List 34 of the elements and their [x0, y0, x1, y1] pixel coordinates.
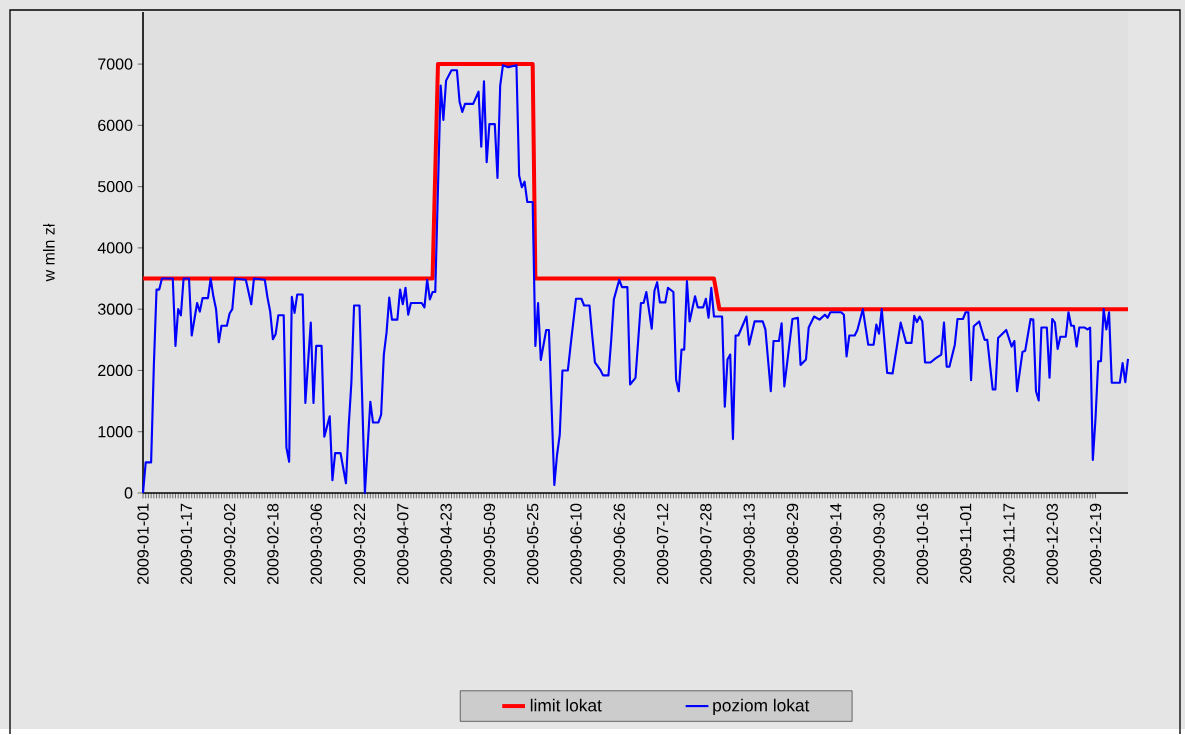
y-tick-label: 6000: [98, 119, 133, 132]
legend-label: poziom lokat: [713, 698, 810, 716]
x-tick-label: 2009-06-26: [613, 503, 625, 585]
x-tick-label: 2009-11-17: [1003, 504, 1015, 584]
y-tick-label: 3000: [97, 303, 133, 315]
x-tick-label: 2009-11-01: [959, 504, 972, 584]
x-tick-label: 2009-05-25: [527, 503, 539, 585]
y-tick-label: 2000: [98, 364, 133, 377]
x-tick-label: 2009-02-02: [223, 504, 236, 585]
x-tick-label: 2009-09-30: [873, 503, 885, 585]
y-tick-label: 7000: [98, 58, 133, 70]
x-tick-label: 2009-05-09: [483, 503, 496, 585]
y-tick-label: 0: [124, 487, 133, 499]
x-tick-label: 2009-01-17: [180, 504, 192, 585]
legend-label: limit lokat: [530, 698, 602, 712]
x-tick-label: 2009-09-14: [830, 503, 842, 585]
x-tick-label: 2009-08-13: [743, 503, 755, 585]
x-tick-label: 2009-01-01: [137, 504, 149, 585]
x-tick-label: 2009-02-18: [267, 503, 279, 585]
x-tick-label: 2009-03-06: [310, 503, 322, 585]
x-tick-label: 2009-06-10: [570, 503, 582, 585]
x-tick-label: 2009-08-29: [786, 503, 799, 585]
x-tick-label: 2009-10-16: [916, 503, 928, 585]
x-tick-label: 2009-12-03: [1046, 503, 1058, 585]
y-tick-label: 5000: [98, 181, 133, 193]
x-tick-label: 2009-03-22: [353, 504, 366, 585]
x-tick-label: 2009-12-19: [1089, 503, 1102, 585]
y-tick-label: 1000: [98, 426, 133, 438]
x-tick-label: 2009-07-12: [656, 504, 669, 585]
y-axis-title: w mln zł: [42, 223, 55, 282]
y-tick-label: 4000: [97, 242, 133, 254]
x-tick-label: 2009-04-07: [397, 504, 409, 585]
x-tick-label: 2009-07-28: [700, 503, 712, 585]
x-tick-label: 2009-04-23: [440, 503, 452, 585]
